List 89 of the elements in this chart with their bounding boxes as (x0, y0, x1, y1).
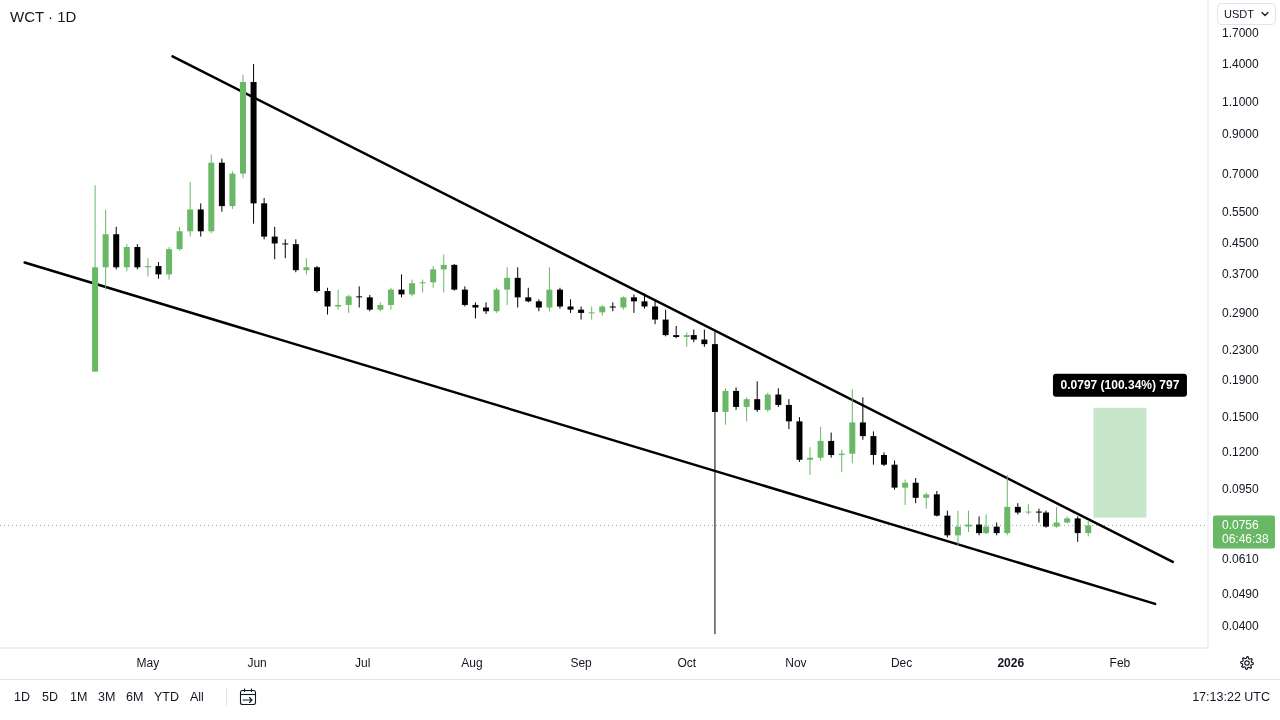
y-tick-label: 0.0950 (1222, 482, 1260, 497)
y-tick-label: 0.3700 (1222, 267, 1260, 282)
candlestick (504, 266, 511, 306)
y-tick-label: 0.0610 (1222, 552, 1260, 567)
candlestick (493, 287, 500, 314)
candlestick (983, 513, 990, 535)
y-tick-label: 0.5500 (1222, 204, 1260, 219)
y-tick-label: 0.2900 (1222, 305, 1260, 320)
y-tick-label: 1.1000 (1222, 95, 1260, 110)
y-axis-title: USDT (1224, 8, 1255, 20)
candlestick (176, 226, 183, 252)
candlestick (578, 305, 585, 321)
x-tick-label: Jul (355, 656, 371, 670)
candlestick (556, 287, 563, 310)
candlestick (944, 510, 951, 539)
y-tick-label: 1.7000 (1222, 26, 1260, 41)
candlestick (387, 287, 394, 311)
candlestick (1053, 506, 1060, 529)
y-tick-label: 0.9000 (1222, 126, 1260, 141)
x-tick-label: Nov (785, 656, 807, 670)
y-tick-label: 0.2300 (1222, 342, 1260, 357)
text: 17:13:22 UTC (1192, 690, 1270, 704)
y-tick-label: 0.1900 (1222, 372, 1260, 387)
candlestick (282, 238, 289, 259)
candlestick (313, 265, 320, 293)
y-tick-label: 0.1500 (1222, 410, 1260, 425)
candlestick (743, 396, 750, 422)
candlestick (912, 477, 919, 504)
candlestick (356, 285, 363, 309)
text: 1M (70, 690, 88, 704)
candlestick (976, 515, 983, 536)
candlestick (902, 479, 909, 506)
y-tick-label: 0.1200 (1222, 445, 1260, 460)
candlestick (461, 285, 468, 307)
text: 1D (14, 690, 30, 704)
x-tick-label: May (136, 656, 160, 670)
candlestick (828, 432, 835, 459)
candlestick (1035, 508, 1042, 523)
x-tick-label: Dec (890, 656, 913, 670)
candlestick (1025, 503, 1032, 515)
y-tick-label: 1.4000 (1222, 57, 1260, 72)
candlestick (324, 287, 331, 316)
text: WCT · 1D (10, 7, 77, 25)
text: 6M (126, 690, 144, 704)
y-tick-label: 0.0400 (1222, 618, 1260, 633)
candlestick (1064, 515, 1071, 525)
candlestick (785, 398, 792, 430)
candlestick (870, 430, 877, 466)
text: All (190, 690, 204, 704)
candlestick (733, 386, 740, 411)
candlestick (807, 446, 814, 476)
x-tick-label: 2026 (997, 656, 1025, 670)
candlestick (859, 396, 866, 441)
candlestick (134, 243, 141, 270)
text: 5D (42, 690, 58, 704)
candlestick (1074, 515, 1081, 543)
text: YTD (154, 690, 179, 704)
candlestick (588, 305, 595, 321)
y-tick-label: 0.0490 (1222, 586, 1260, 601)
x-tick-label: Jun (247, 656, 267, 670)
candlestick (722, 387, 729, 426)
candlestick (514, 266, 521, 309)
candlestick (965, 510, 972, 533)
candlestick (652, 298, 659, 325)
candlestick (891, 459, 898, 491)
data-label: 0.0797 (100.34%) 797 (1060, 378, 1180, 393)
candlestick (197, 202, 204, 238)
x-tick-label: Oct (677, 656, 697, 670)
candlestick (954, 510, 961, 547)
candlestick (630, 293, 637, 314)
x-tick-label: Aug (461, 656, 483, 670)
text: 3M (98, 690, 116, 704)
candlestick (933, 490, 940, 517)
candlestick (754, 380, 761, 413)
y-tick-label: 0.4500 (1222, 236, 1260, 251)
text: 06:46:38 (1222, 532, 1270, 547)
candlestick (546, 266, 553, 312)
x-tick-label: Feb (1109, 656, 1131, 670)
candlestick (345, 294, 352, 314)
candlestick (662, 309, 669, 337)
x-tick-label: Sep (570, 656, 593, 670)
candlestick (775, 387, 782, 408)
candlestick (817, 426, 824, 461)
ref-line-label: 0.0756 (1222, 518, 1260, 533)
candlestick (123, 243, 130, 272)
candlestick (187, 181, 194, 238)
candlestick (430, 265, 437, 289)
candlestick (764, 392, 771, 413)
y-tick-label: 0.7000 (1222, 166, 1260, 181)
